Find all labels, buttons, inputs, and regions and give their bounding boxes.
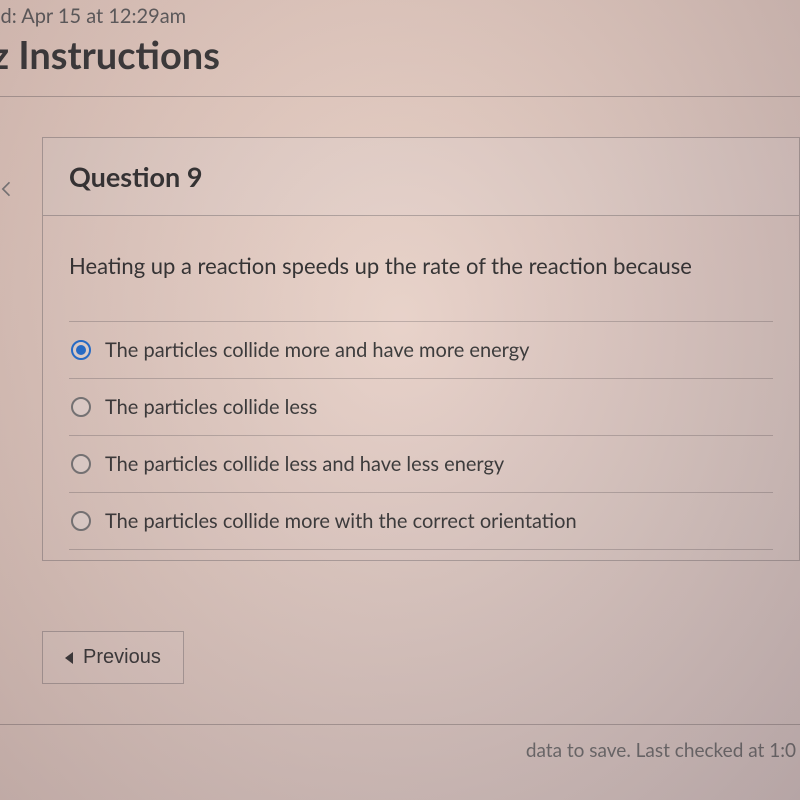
autosave-status: data to save. Last checked at 1:0	[0, 739, 800, 762]
divider	[0, 724, 800, 725]
question-card: Question 9 Heating up a reaction speeds …	[42, 137, 800, 561]
previous-button-label: Previous	[83, 646, 161, 669]
question-number: Question 9	[69, 160, 773, 193]
answer-option-label: The particles collide less	[105, 395, 317, 419]
radio-icon	[71, 511, 91, 531]
answer-option[interactable]: The particles collide less	[69, 378, 773, 435]
answer-option[interactable]: The particles collide more and have more…	[69, 321, 773, 378]
answer-option[interactable]: The particles collide less and have less…	[69, 435, 773, 492]
divider	[0, 96, 800, 97]
answer-option-label: The particles collide more and have more…	[105, 338, 529, 362]
quiz-instructions-heading: iz Instructions	[0, 30, 800, 96]
chevron-left-icon	[65, 652, 73, 664]
prev-question-chevron[interactable]	[0, 172, 20, 206]
question-body: Heating up a reaction speeds up the rate…	[43, 216, 799, 560]
question-prompt: Heating up a reaction speeds up the rate…	[69, 252, 773, 279]
previous-button[interactable]: Previous	[42, 631, 184, 684]
radio-icon	[71, 454, 91, 474]
answer-option-label: The particles collide more with the corr…	[105, 509, 577, 533]
started-timestamp: ed: Apr 15 at 12:29am	[0, 0, 800, 30]
question-header: Question 9	[43, 138, 799, 216]
answer-option[interactable]: The particles collide more with the corr…	[69, 492, 773, 550]
radio-icon	[71, 340, 91, 360]
answer-option-label: The particles collide less and have less…	[105, 452, 504, 476]
radio-icon	[71, 397, 91, 417]
